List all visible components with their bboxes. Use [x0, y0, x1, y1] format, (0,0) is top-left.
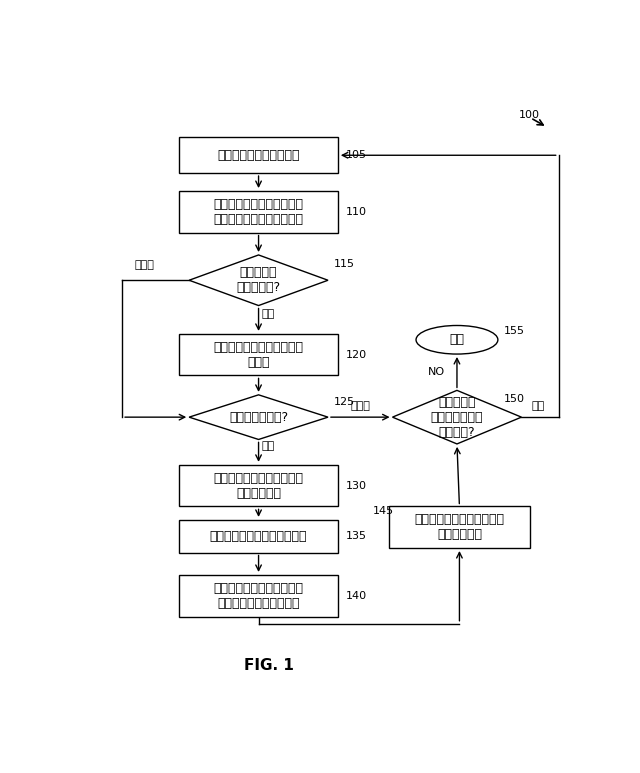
- FancyBboxPatch shape: [179, 575, 338, 617]
- Polygon shape: [189, 395, 328, 440]
- Text: 警報メッセージがインター
フェース内に提示される: 警報メッセージがインター フェース内に提示される: [214, 582, 303, 610]
- Text: 145: 145: [372, 506, 394, 516]
- Text: 110: 110: [346, 207, 366, 216]
- Text: 130: 130: [346, 481, 366, 491]
- Text: エンジン保護設定を選択: エンジン保護設定を選択: [218, 148, 300, 162]
- Polygon shape: [392, 390, 522, 444]
- FancyBboxPatch shape: [179, 334, 338, 376]
- Text: 保護構成は
修正された?: 保護構成は 修正された?: [237, 266, 280, 295]
- Text: 125: 125: [334, 397, 355, 407]
- FancyBboxPatch shape: [179, 138, 338, 173]
- Text: 120: 120: [346, 349, 367, 359]
- Ellipse shape: [416, 325, 498, 354]
- Text: はい: はい: [531, 401, 545, 411]
- Text: 警報メッセージが警報ログ
に記録される: 警報メッセージが警報ログ に記録される: [415, 513, 504, 541]
- FancyBboxPatch shape: [179, 519, 338, 553]
- Text: はい: はい: [261, 308, 275, 318]
- Text: いいえ: いいえ: [350, 401, 370, 411]
- FancyBboxPatch shape: [179, 465, 338, 506]
- Text: 155: 155: [504, 326, 525, 335]
- Text: より多くの
エンジン保護が
利用可能?: より多くの エンジン保護が 利用可能?: [431, 396, 483, 438]
- Text: 警報メッセージが生成される: 警報メッセージが生成される: [210, 530, 307, 543]
- Text: 140: 140: [346, 591, 367, 601]
- Text: 105: 105: [346, 150, 366, 160]
- Text: 100: 100: [519, 111, 540, 121]
- Text: 終了: 終了: [449, 333, 465, 346]
- Text: 保護閾値に到達?: 保護閾値に到達?: [229, 410, 288, 424]
- Text: 150: 150: [504, 393, 525, 404]
- FancyBboxPatch shape: [388, 506, 530, 548]
- Text: 閾値に関連付けられた動作
が開始される: 閾値に関連付けられた動作 が開始される: [214, 472, 303, 499]
- Text: インターフェースを通じて
エンジン保護が提示される: インターフェースを通じて エンジン保護が提示される: [214, 198, 303, 226]
- Text: 135: 135: [346, 531, 366, 541]
- Text: FIG. 1: FIG. 1: [244, 658, 293, 673]
- Text: いいえ: いいえ: [134, 261, 154, 271]
- Text: NO: NO: [428, 367, 445, 377]
- FancyBboxPatch shape: [179, 191, 338, 233]
- Text: はい: はい: [261, 441, 275, 451]
- Text: 115: 115: [334, 259, 355, 269]
- Polygon shape: [189, 255, 328, 305]
- Text: エンジン保護の構成が更新
される: エンジン保護の構成が更新 される: [214, 341, 303, 369]
